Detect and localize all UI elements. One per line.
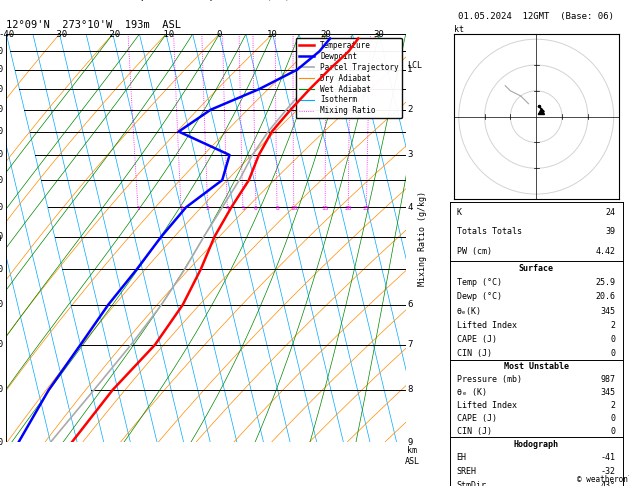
Text: -40: -40 — [0, 30, 14, 39]
Text: 7: 7 — [408, 340, 413, 349]
Text: 0: 0 — [216, 30, 222, 39]
Text: θₑ(K): θₑ(K) — [457, 307, 482, 315]
Text: Surface: Surface — [519, 264, 554, 273]
Text: Dewp (°C): Dewp (°C) — [457, 293, 502, 301]
Text: 0: 0 — [611, 427, 616, 436]
Text: km
ASL: km ASL — [404, 446, 420, 466]
Text: © weatheronline.co.uk: © weatheronline.co.uk — [577, 474, 629, 484]
Text: 300: 300 — [0, 438, 4, 447]
Text: kt: kt — [454, 25, 464, 34]
Text: 5: 5 — [241, 206, 245, 211]
Text: 6: 6 — [408, 300, 413, 309]
Text: EH: EH — [457, 453, 467, 462]
Text: 20: 20 — [320, 30, 331, 39]
Text: -10: -10 — [158, 30, 174, 39]
Text: hPa: hPa — [0, 233, 2, 243]
Text: Most Unstable: Most Unstable — [504, 362, 569, 371]
Text: 850: 850 — [0, 85, 4, 94]
Text: 900: 900 — [0, 65, 4, 74]
Text: 24: 24 — [606, 208, 616, 217]
Text: 350: 350 — [0, 385, 4, 395]
Text: 450: 450 — [0, 300, 4, 309]
Text: 650: 650 — [0, 175, 4, 185]
Text: 550: 550 — [0, 232, 4, 241]
Text: 20: 20 — [345, 206, 352, 211]
Text: K: K — [457, 208, 462, 217]
Text: 4: 4 — [225, 206, 229, 211]
Text: 43°: 43° — [601, 481, 616, 486]
Text: 987: 987 — [601, 375, 616, 384]
Text: 15: 15 — [321, 206, 329, 211]
Legend: Temperature, Dewpoint, Parcel Trajectory, Dry Adiabat, Wet Adiabat, Isotherm, Mi: Temperature, Dewpoint, Parcel Trajectory… — [296, 38, 402, 119]
Text: Mixing Ratio (g/kg): Mixing Ratio (g/kg) — [418, 191, 427, 286]
Text: 4.42: 4.42 — [596, 247, 616, 256]
Text: -20: -20 — [105, 30, 121, 39]
Text: CAPE (J): CAPE (J) — [457, 414, 497, 423]
Text: 345: 345 — [601, 388, 616, 397]
Text: 30: 30 — [374, 30, 384, 39]
Text: 2: 2 — [611, 401, 616, 410]
Text: 3: 3 — [408, 151, 413, 159]
Text: 0: 0 — [611, 349, 616, 358]
Text: Lifted Index: Lifted Index — [457, 401, 516, 410]
Text: 400: 400 — [0, 340, 4, 349]
Text: CIN (J): CIN (J) — [457, 349, 492, 358]
Text: -30: -30 — [52, 30, 67, 39]
Text: 8: 8 — [275, 206, 279, 211]
Text: 700: 700 — [0, 151, 4, 159]
Text: 600: 600 — [0, 203, 4, 212]
Text: Hodograph: Hodograph — [514, 440, 559, 449]
Text: CAPE (J): CAPE (J) — [457, 335, 497, 344]
Text: StmDir: StmDir — [457, 481, 487, 486]
Text: 345: 345 — [601, 307, 616, 315]
Text: 950: 950 — [0, 47, 4, 56]
Text: CIN (J): CIN (J) — [457, 427, 492, 436]
Text: -32: -32 — [601, 467, 616, 476]
Text: 800: 800 — [0, 105, 4, 114]
Text: 6: 6 — [254, 206, 258, 211]
Text: Lifted Index: Lifted Index — [457, 321, 516, 330]
Text: 1: 1 — [408, 65, 413, 74]
Text: Pressure (mb): Pressure (mb) — [457, 375, 521, 384]
Text: 12°09'N  273°10'W  193m  ASL: 12°09'N 273°10'W 193m ASL — [6, 20, 181, 30]
Text: PW (cm): PW (cm) — [457, 247, 492, 256]
Text: 2: 2 — [179, 206, 183, 211]
Text: Totals Totals: Totals Totals — [457, 227, 521, 236]
Text: 2: 2 — [611, 321, 616, 330]
Text: 39: 39 — [606, 227, 616, 236]
Text: 3: 3 — [206, 206, 209, 211]
Text: SREH: SREH — [457, 467, 477, 476]
Text: 20.6: 20.6 — [596, 293, 616, 301]
Text: 750: 750 — [0, 127, 4, 136]
Text: 9: 9 — [408, 438, 413, 447]
Text: 500: 500 — [0, 264, 4, 274]
Text: 0: 0 — [611, 335, 616, 344]
Text: 8: 8 — [408, 385, 413, 395]
Text: θₑ (K): θₑ (K) — [457, 388, 487, 397]
Text: 10: 10 — [290, 206, 298, 211]
Text: 10: 10 — [267, 30, 278, 39]
Text: Temp (°C): Temp (°C) — [457, 278, 502, 287]
Text: 2: 2 — [408, 105, 413, 114]
Text: 25.9: 25.9 — [596, 278, 616, 287]
Text: 01.05.2024  12GMT  (Base: 06): 01.05.2024 12GMT (Base: 06) — [459, 12, 614, 21]
Text: 4: 4 — [408, 203, 413, 212]
Text: 1: 1 — [136, 206, 140, 211]
Text: -41: -41 — [601, 453, 616, 462]
Text: Dewpoint / Temperature (°C): Dewpoint / Temperature (°C) — [121, 0, 291, 1]
Text: 25: 25 — [363, 206, 370, 211]
Text: 0: 0 — [611, 414, 616, 423]
Text: LCL: LCL — [408, 61, 422, 70]
